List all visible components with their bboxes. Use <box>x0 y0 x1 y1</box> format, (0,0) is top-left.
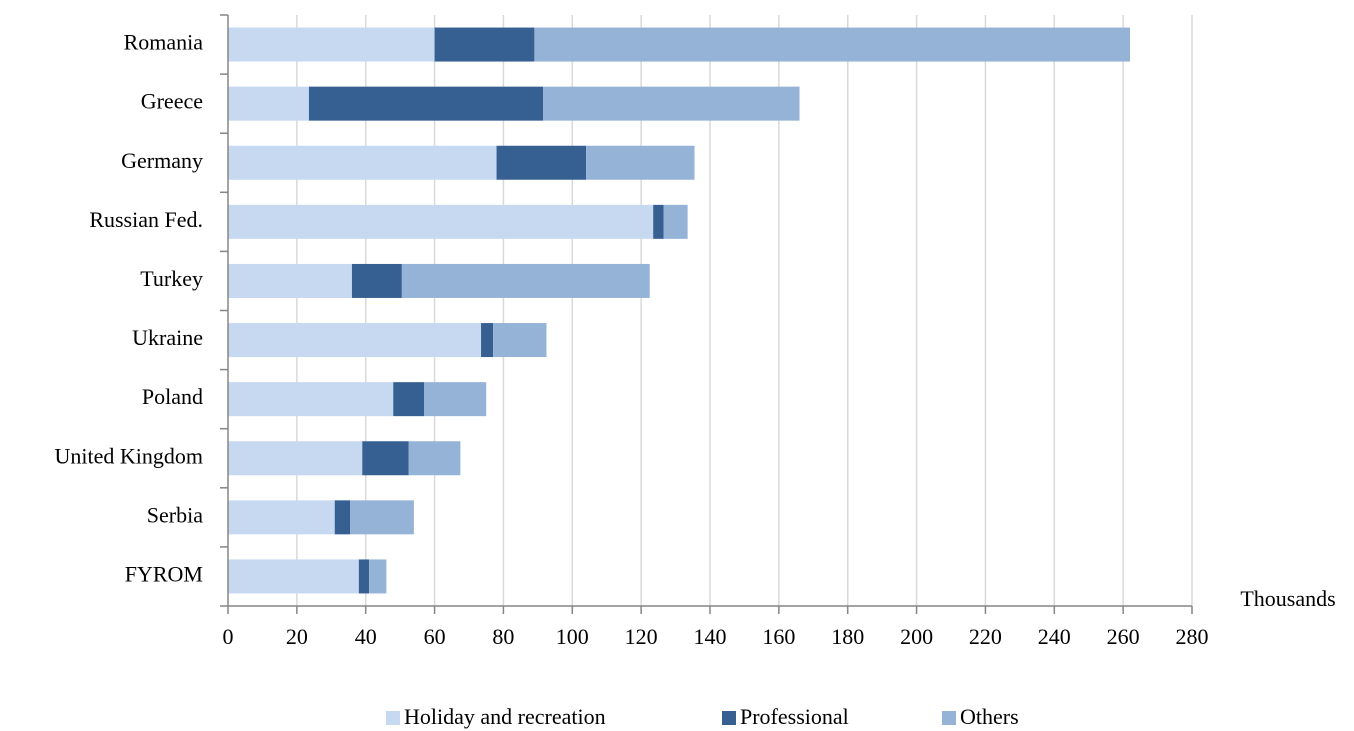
x-tick-label: 200 <box>900 624 933 649</box>
bar-segment <box>543 86 800 121</box>
category-label: Romania <box>124 30 204 55</box>
legend-label: Holiday and recreation <box>404 704 606 729</box>
bar-segment <box>663 204 688 239</box>
legend-swatch <box>722 711 736 725</box>
bar-segment <box>228 559 359 594</box>
tick-labels: 0 20 40 60 80 100 120 140 160 180 200 220 240 260 280 <box>223 624 1209 649</box>
bar-segment <box>228 500 335 535</box>
x-tick-label: 140 <box>694 624 727 649</box>
legend-label: Others <box>960 704 1019 729</box>
bar-segment <box>408 441 461 476</box>
bar-segment <box>228 27 435 62</box>
category-label: Ukraine <box>132 325 203 350</box>
x-tick-label: 40 <box>355 624 377 649</box>
bar-segment <box>228 204 654 239</box>
bar-segment <box>401 263 650 298</box>
x-tick-label: 100 <box>556 624 589 649</box>
bar-segment <box>308 86 544 121</box>
legend: Holiday and recreation Professional Others <box>386 704 1019 729</box>
x-tick-label: 120 <box>625 624 658 649</box>
x-tick-label: 240 <box>1038 624 1071 649</box>
bar-segment <box>350 500 414 535</box>
bar-segment <box>351 263 402 298</box>
legend-swatch <box>386 711 400 725</box>
bar-segment <box>393 382 425 417</box>
x-tick-label: 260 <box>1107 624 1140 649</box>
bar-segment <box>434 27 535 62</box>
x-tick-label: 20 <box>286 624 308 649</box>
bar-segment <box>228 86 309 121</box>
bar-segment <box>586 145 695 180</box>
x-tick-label: 220 <box>969 624 1002 649</box>
bar-segment <box>653 204 664 239</box>
x-tick-label: 80 <box>492 624 514 649</box>
category-label: Greece <box>141 89 203 114</box>
category-label: Serbia <box>147 502 203 527</box>
bar-segment <box>493 323 547 358</box>
category-label: Poland <box>142 384 203 409</box>
bar-segment <box>228 323 482 358</box>
bar-segment <box>362 441 409 476</box>
bar-segment <box>228 263 352 298</box>
bar-segment <box>534 27 1131 62</box>
legend-label: Professional <box>740 704 849 729</box>
x-tick-label: 160 <box>762 624 795 649</box>
category-label: Turkey <box>140 266 203 291</box>
legend-swatch <box>942 711 956 725</box>
x-tick-label: 60 <box>424 624 446 649</box>
bar-segment <box>369 559 387 594</box>
bar-segment <box>424 382 487 417</box>
bar-segment <box>358 559 370 594</box>
bars <box>228 27 1131 594</box>
category-labels: Romania Greece Germany Russian Fed. Turkey Uk… <box>55 30 204 587</box>
axes <box>220 14 1193 614</box>
x-tick-label: 0 <box>223 624 234 649</box>
category-label: FYROM <box>125 561 203 586</box>
bar-segment <box>481 323 494 358</box>
category-label: Russian Fed. <box>89 207 203 232</box>
bar-segment <box>496 145 587 180</box>
category-label: United Kingdom <box>55 443 204 468</box>
bar-segment <box>228 382 394 417</box>
bar-segment <box>334 500 351 535</box>
bar-segment <box>228 441 363 476</box>
axis-unit-label: Thousands <box>1240 586 1335 611</box>
x-tick-label: 180 <box>831 624 864 649</box>
x-tick-label: 280 <box>1176 624 1209 649</box>
category-label: Germany <box>121 148 203 173</box>
bar-segment <box>228 145 497 180</box>
